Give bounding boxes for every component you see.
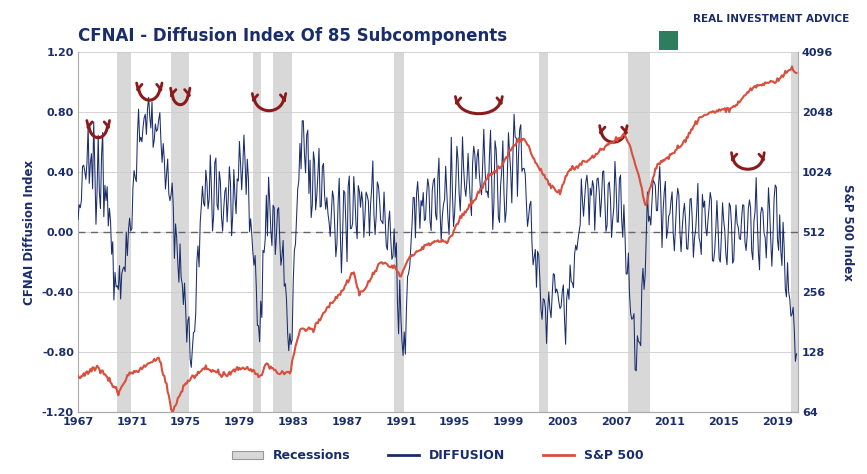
Legend: Recessions, DIFFUSION, S&P 500: Recessions, DIFFUSION, S&P 500 (226, 444, 649, 467)
Bar (171, 52, 189, 412)
Text: CFNAI - Diffusion Index Of 85 Subcomponents: CFNAI - Diffusion Index Of 85 Subcompone… (78, 27, 507, 45)
Bar (791, 52, 798, 412)
Bar (629, 52, 649, 412)
Bar (538, 52, 548, 412)
Bar (253, 52, 261, 412)
Bar (394, 52, 404, 412)
Y-axis label: S&P 500 Index: S&P 500 Index (841, 184, 854, 281)
Y-axis label: CFNAI Diffusion Index: CFNAI Diffusion Index (23, 160, 36, 305)
Bar (273, 52, 292, 412)
Bar (117, 52, 131, 412)
Text: REAL INVESTMENT ADVICE: REAL INVESTMENT ADVICE (694, 14, 850, 24)
